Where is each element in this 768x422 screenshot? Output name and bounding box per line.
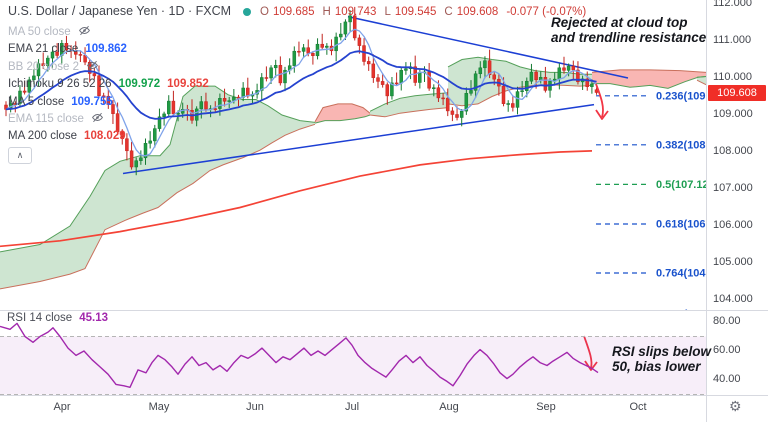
main-annotation-line1: Rejected at cloud top — [551, 15, 688, 30]
symbol-title[interactable]: U.S. Dollar / Japanese Yen · 1D · FXCM — [8, 4, 232, 18]
legend-collapse-button[interactable]: ∧ — [8, 147, 32, 164]
ma5-line — [5, 28, 598, 157]
ema21-line — [5, 50, 597, 120]
legend-row-ma-50-close[interactable]: MA 50 close — [8, 24, 216, 41]
price-axis-label: 108.000 — [713, 145, 753, 157]
legend-row-ma-200-close[interactable]: MA 200 close 108.029 — [8, 128, 216, 145]
price-axis-label: 106.000 — [713, 219, 753, 231]
indicator-value: 109.862 — [85, 43, 127, 56]
month-label-jun: Jun — [246, 401, 264, 413]
indicator-legend: MA 50 close EMA 21 close 109.862 BB 20 clos… — [8, 24, 216, 146]
rsi-annotation-line1: RSI slips below — [612, 344, 712, 359]
rsi-axis-label: 40.00 — [713, 373, 741, 385]
ohlc-change: -0.077 (-0.07%) — [506, 6, 587, 18]
ohlc-values: O 109.685 H 109.743 L 109.545 C 109.608 -0.077 (… — [260, 4, 590, 18]
rsi-breakdown-arrow — [583, 335, 598, 371]
rsi-axis-label: 60.00 — [713, 344, 741, 356]
rsi-legend-name[interactable]: RSI 14 close — [7, 312, 73, 324]
indicator-name: BB 20 close 2 — [8, 60, 79, 73]
rsi-legend: RSI 14 close 45.13 — [7, 312, 108, 324]
price-axis-label: 112.000 — [713, 0, 752, 9]
fib-label: 0.236(109.518) — [656, 90, 731, 102]
fib-label: 0.5(107.125) — [656, 179, 719, 191]
descending-resistance — [347, 15, 629, 79]
month-label-aug: Aug — [439, 401, 459, 413]
indicator-value: 109.972 — [118, 78, 161, 91]
rsi-line — [0, 322, 599, 388]
indicator-value: 109.755 — [71, 95, 113, 108]
ascending-support — [122, 103, 595, 175]
visibility-off-icon[interactable] — [91, 111, 104, 124]
indicator-name: MA 5 close — [8, 95, 65, 108]
indicator-value: 108.029 — [84, 130, 126, 143]
price-axis-label: 107.000 — [713, 182, 753, 194]
indicator-name: EMA 21 close — [8, 43, 79, 56]
rsi-legend-value: 45.13 — [79, 312, 108, 324]
price-axis-label: 110.000 — [713, 71, 752, 83]
fib-label: 0.618(106.055) — [656, 219, 731, 231]
price-axis-label: 104.000 — [713, 293, 753, 305]
rsi-annotation: RSI slips below 50, bias lower — [612, 344, 711, 374]
main-pane: 0.236(109.518) 0.382(108.194) 0.5(107.125)… — [0, 6, 731, 320]
price-axis-label: 109.000 — [713, 108, 753, 120]
indicator-value: 109.852 — [167, 78, 209, 91]
fib-label: 0.382(108.194) — [656, 139, 731, 151]
fib-label: 0.764(104.731) — [656, 268, 731, 280]
visibility-off-icon[interactable] — [78, 24, 91, 37]
rsi-pane — [0, 322, 706, 395]
indicator-name: MA 50 close — [8, 26, 71, 38]
legend-row-bb-20-close-2[interactable]: BB 20 close 2 — [8, 59, 216, 76]
indicator-name: Ichimoku 9 26 52 26 — [8, 78, 112, 91]
scale-settings-gear-icon[interactable]: ⚙ — [729, 398, 742, 414]
legend-row-ema-115-close[interactable]: EMA 115 close — [8, 111, 216, 128]
market-status-dot — [243, 8, 252, 16]
indicator-name: MA 200 close — [8, 130, 78, 143]
month-label-sep: Sep — [536, 401, 556, 413]
price-axis-label: 105.000 — [713, 256, 753, 268]
month-label-apr: Apr — [53, 401, 71, 413]
fib-retracement: 0.236(109.518) 0.382(108.194) 0.5(107.125)… — [596, 90, 731, 320]
rsi-annotation-line2: 50, bias lower — [612, 359, 701, 374]
ohlc-item: O 109.685 — [260, 6, 315, 18]
legend-row-ma-5-close[interactable]: MA 5 close 109.755 — [8, 94, 216, 111]
legend-row-ema-21-close[interactable]: EMA 21 close 109.862 — [8, 41, 216, 58]
legend-row-ichimoku-9-26-52-26[interactable]: Ichimoku 9 26 52 26 109.972 109.852 — [8, 76, 216, 93]
ohlc-item: H 109.743 — [322, 6, 377, 18]
visibility-off-icon[interactable] — [86, 59, 99, 72]
month-label-jul: Jul — [344, 401, 360, 413]
price-breakdown-arrow — [595, 83, 609, 120]
indicator-name: EMA 115 close — [8, 112, 84, 125]
ohlc-item: L 109.545 — [384, 6, 437, 18]
price-scale[interactable]: 112.000 111.000 110.000 109.000 108.000 107.0… — [707, 0, 768, 422]
ma200-line — [0, 150, 593, 248]
chart-header: U.S. Dollar / Japanese Yen · 1D · FXCM O 1… — [8, 4, 590, 18]
month-label-may: May — [148, 401, 170, 413]
rsi-band — [0, 336, 706, 395]
rsi-axis-label: 80.00 — [713, 315, 741, 327]
main-annotation-line2: and trendline resistance — [551, 30, 707, 45]
fib-label: 0.886(103.625) — [656, 308, 731, 320]
last-price-badge: 109.608 — [708, 84, 766, 101]
month-label-oct: Oct — [629, 401, 647, 413]
candlesticks — [4, 6, 599, 176]
main-annotation: Rejected at cloud top and trendline resi… — [551, 15, 706, 45]
ohlc-item: C 109.608 — [444, 6, 499, 18]
price-axis-label: 111.000 — [713, 34, 752, 46]
